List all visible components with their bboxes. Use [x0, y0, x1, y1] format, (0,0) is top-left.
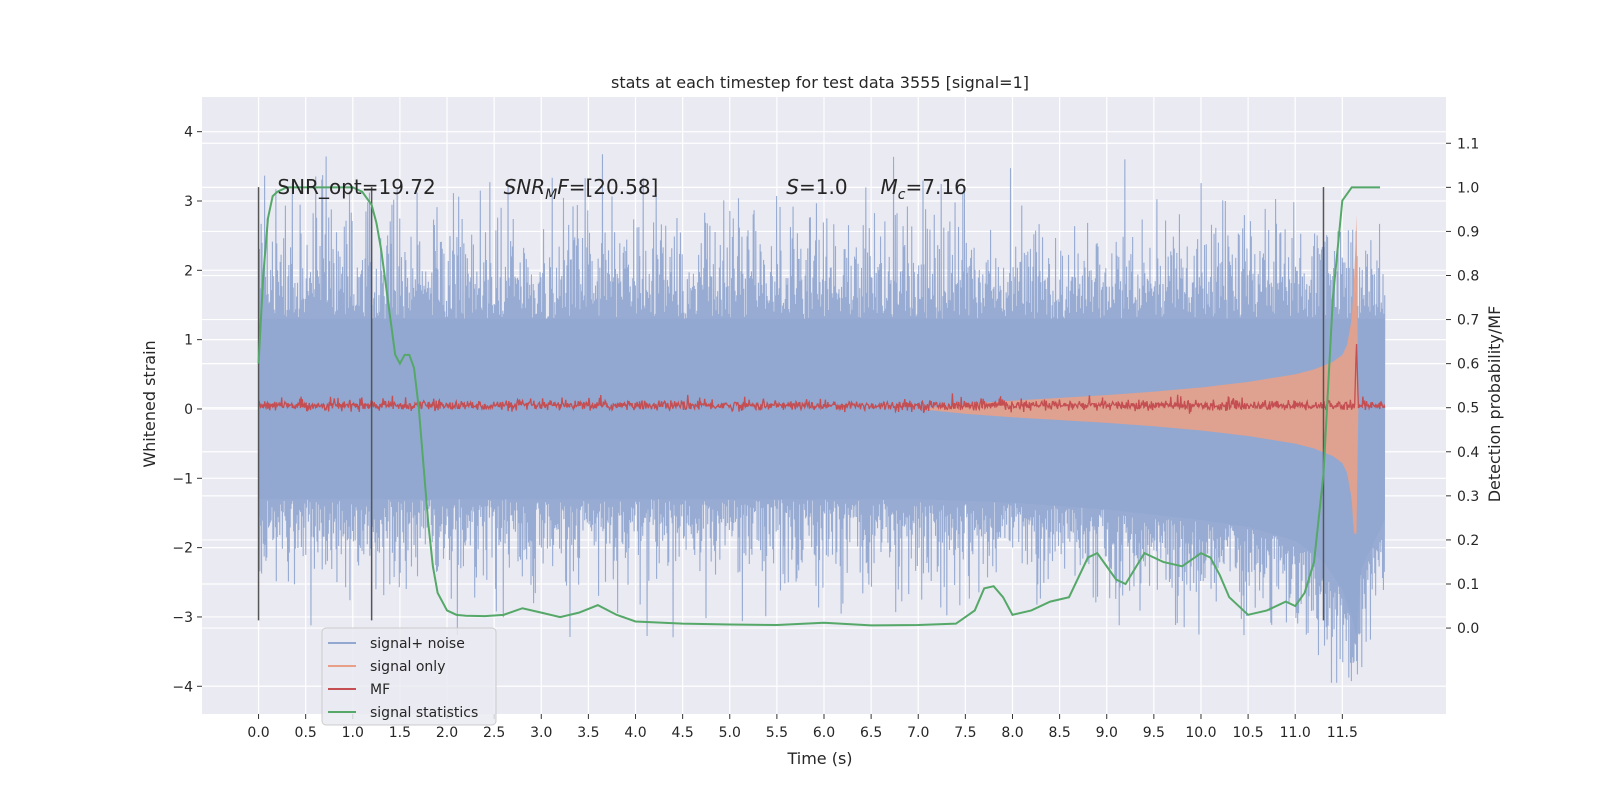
legend: signal+ noise signal only MF signal statist…: [321, 627, 497, 726]
y2-tick-label: 0.3: [1457, 489, 1479, 505]
y-tick-label: 1: [184, 333, 193, 349]
x-tick-label: 7.5: [954, 725, 976, 741]
statistics-layer: [257, 186, 1381, 627]
x-tick-label: 10.0: [1185, 725, 1216, 741]
y2-tick-label: 0.4: [1457, 445, 1479, 461]
y2-axis-label: Detection probability/MF: [1485, 306, 1504, 503]
x-tick-label: 1.5: [389, 725, 411, 741]
x-tick-label: 8.5: [1048, 725, 1070, 741]
x-tick-label: 0.0: [247, 725, 269, 741]
y-tick-label: −2: [172, 541, 193, 557]
x-tick-label: 3.0: [530, 725, 552, 741]
annotation-text: S=1.0: [786, 175, 847, 199]
x-tick-label: 4.5: [672, 725, 694, 741]
y2-tick-label: 0.1: [1457, 577, 1479, 593]
y-tick-label: 3: [184, 194, 193, 210]
legend-label: signal+ noise: [370, 636, 465, 652]
x-tick-label: 2.5: [483, 725, 505, 741]
series-signal-statistics: [257, 186, 1381, 627]
x-tick-label: 10.5: [1233, 725, 1264, 741]
y-tick-label: −1: [172, 471, 193, 487]
y-tick-label: −3: [172, 610, 193, 626]
x-axis-label: Time (s): [786, 749, 852, 768]
x-tick-label: 9.5: [1143, 725, 1165, 741]
y2-tick-label: 0.2: [1457, 533, 1479, 549]
legend-label: MF: [370, 682, 390, 698]
chart-title: stats at each timestep for test data 355…: [611, 73, 1029, 92]
x-tick-label: 7.0: [907, 725, 929, 741]
legend-box: [321, 627, 497, 726]
x-tick-label: 6.0: [813, 725, 835, 741]
x-tick-label: 5.5: [766, 725, 788, 741]
y-tick-label: 2: [184, 263, 193, 279]
x-tick-label: 11.0: [1280, 725, 1311, 741]
annotation-text: SNR_opt=19.72: [277, 175, 435, 199]
annotations: SNR_opt=19.72 SNRMF=[20.58] S=1.0 Mc=7.16: [277, 175, 966, 203]
series-mf: [258, 343, 1386, 414]
y-axis-label: Whitened strain: [140, 340, 159, 467]
x-tick-label: 5.0: [719, 725, 741, 741]
x-tick-label: 9.0: [1096, 725, 1118, 741]
data-layer: [258, 154, 1386, 683]
x-tick-label: 1.0: [342, 725, 364, 741]
x-tick-label: 3.5: [577, 725, 599, 741]
annotation-text: SNRMF=[20.58]: [504, 175, 659, 203]
x-tick-label: 2.0: [436, 725, 458, 741]
legend-label: signal only: [370, 659, 445, 675]
x-tick-label: 0.5: [295, 725, 317, 741]
y2-tick-label: 0.7: [1457, 313, 1479, 329]
y2-tick-label: 0.9: [1457, 224, 1479, 240]
y2-tick-label: 1.1: [1457, 136, 1479, 152]
x-tick-label: 11.5: [1327, 725, 1358, 741]
x-tick-label: 6.5: [860, 725, 882, 741]
axes: 0.0 0.5 1.0 1.5 2.0 2.5 3.0 3.5 4.0 4.5 5.0 5.5 6.0 6…: [172, 125, 1479, 741]
y-tick-label: 4: [184, 125, 193, 141]
x-tick-label: 8.0: [1001, 725, 1023, 741]
y2-tick-label: 0.5: [1457, 401, 1479, 417]
annotation-text: Mc=7.16: [881, 175, 967, 203]
y2-tick-label: 0.8: [1457, 268, 1479, 284]
y2-tick-label: 1.0: [1457, 180, 1479, 196]
legend-label: signal statistics: [370, 705, 478, 721]
x-tick-label: 4.0: [624, 725, 646, 741]
y2-tick-label: 0.0: [1457, 621, 1479, 637]
y2-tick-label: 0.6: [1457, 357, 1479, 373]
y-tick-label: 0: [184, 402, 193, 418]
y-tick-label: −4: [172, 679, 193, 695]
vertical-markers: [257, 187, 1325, 621]
